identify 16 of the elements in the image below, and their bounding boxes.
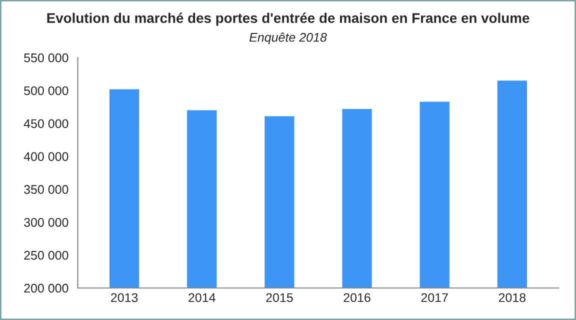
x-tick-label: 2015 <box>266 293 293 302</box>
y-tick-label: 350 000 <box>24 185 68 194</box>
x-tick-label: 2017 <box>421 293 448 302</box>
x-tick-label: 2014 <box>188 293 216 302</box>
chart-subtitle: Enquête 2018 <box>249 32 327 44</box>
y-tick-label: 450 000 <box>24 119 68 128</box>
y-tick-label: 400 000 <box>24 152 68 161</box>
chart-title: Evolution du marché des portes d'entrée de maison en France en volume <box>47 12 530 26</box>
y-tick-label: 200 000 <box>24 284 68 293</box>
y-tick-label: 550 000 <box>24 53 68 62</box>
x-tick-label: 2018 <box>498 293 526 302</box>
y-tick-label: 250 000 <box>24 250 68 260</box>
x-tick-label: 2013 <box>111 293 138 302</box>
y-tick-label: 300 000 <box>24 218 68 227</box>
x-tick-label: 2016 <box>344 293 370 302</box>
y-tick-label: 500 000 <box>24 86 68 96</box>
